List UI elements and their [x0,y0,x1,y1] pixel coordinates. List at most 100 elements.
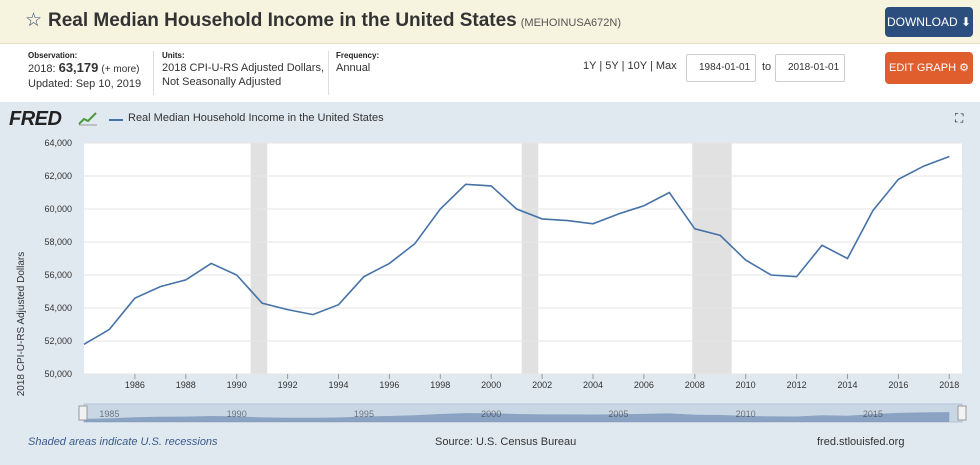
data-point[interactable] [514,207,519,212]
observation-row: 2018: 63,179 (+ more) [28,61,141,77]
data-point[interactable] [641,203,646,208]
start-date-input[interactable]: 1984-01-01 [686,54,756,82]
data-point[interactable] [489,183,494,188]
units-line-2: Not Seasonally Adjusted [162,76,282,88]
units-line-1: 2018 CPI-U-RS Adjusted Dollars, [162,62,325,74]
data-point[interactable] [565,218,570,223]
end-date-input[interactable]: 2018-01-01 [775,54,845,82]
observation-date: 2018: [28,63,56,75]
navigator-label: 1995 [354,409,374,419]
y-tick-label: 54,000 [44,303,72,313]
data-point[interactable] [412,241,417,246]
range-navigator[interactable]: 1985 1990 1995 2000 2005 2010 2015 [78,403,967,423]
data-point[interactable] [438,207,443,212]
updated-text: Updated: Sep 10, 2019 [28,78,142,90]
x-tick-label: 1990 [227,380,247,390]
page-title: Real Median Household Income in the Unit… [48,10,621,32]
series-title: Real Median Household Income in the Unit… [48,10,517,31]
download-button[interactable]: DOWNLOAD ⬇ [885,7,973,37]
data-point[interactable] [540,216,545,221]
range-1y-button[interactable]: 1Y [583,60,597,72]
to-label: to [762,61,772,73]
fullscreen-icon[interactable]: ⛶ [955,111,964,125]
recession-band [692,143,732,374]
data-point[interactable] [667,190,672,195]
data-point[interactable] [718,233,723,238]
data-point[interactable] [107,327,112,332]
data-point[interactable] [387,261,392,266]
observation-value: 63,179 [58,60,99,75]
data-point[interactable] [209,261,214,266]
info-bar: Observation: 2018: 63,179 (+ more) Updat… [0,44,980,102]
data-point[interactable] [769,273,774,278]
chart-svg: 50,000 52,000 54,000 56,000 58,000 60,000 62,0… [16,138,967,423]
x-tick-label: 1994 [328,380,348,390]
data-point[interactable] [285,307,290,312]
data-point[interactable] [947,154,952,159]
site-link[interactable]: fred.stlouisfed.org [817,436,905,448]
data-point[interactable] [260,301,265,306]
frequency-label: Frequency: [336,51,380,60]
observation-label: Observation: [28,51,78,60]
star-icon[interactable]: ☆ [25,10,43,31]
fred-chart-logo-icon [78,112,97,126]
x-tick-label: 1988 [176,380,196,390]
data-point[interactable] [820,243,825,248]
data-point[interactable] [896,177,901,182]
x-tick-label: 2016 [888,380,908,390]
x-tick-label: 2010 [736,380,756,390]
range-selector: 1Y | 5Y | 10Y | Max [583,60,677,72]
frequency-value: Annual [336,62,371,74]
range-10y-button[interactable]: 10Y [627,60,647,72]
units-label: Units: [162,51,185,60]
data-point[interactable] [590,221,595,226]
x-tick-label: 1998 [430,380,450,390]
y-tick-label: 56,000 [44,270,72,280]
y-tick-label: 64,000 [44,138,72,148]
data-point[interactable] [845,256,850,261]
x-tick-label: 2018 [939,380,959,390]
source-text: Source: U.S. Census Bureau [435,436,577,448]
x-tick-label: 2008 [685,380,705,390]
units-block: Units: 2018 CPI-U-RS Adjusted Dollars, N… [162,51,324,89]
data-point[interactable] [692,226,697,231]
navigator-label: 2005 [608,409,628,419]
data-point[interactable] [616,211,621,216]
observation-more-link[interactable]: (+ more) [101,64,140,75]
navigator-label: 2015 [863,409,883,419]
y-tick-label: 62,000 [44,171,72,181]
range-separator: | [599,60,603,72]
data-point[interactable] [132,296,137,301]
data-point[interactable] [921,164,926,169]
x-tick-label: 2014 [837,380,857,390]
navigator-label: 2000 [481,409,501,419]
navigator-right-handle[interactable] [957,405,967,421]
range-5y-button[interactable]: 5Y [605,60,619,72]
info-divider [153,51,154,95]
chart-panel: FRED Real Median Household Income in the… [0,102,980,465]
data-point[interactable] [311,312,316,317]
navigator-label: 1985 [99,409,119,419]
data-point[interactable] [743,258,748,263]
edit-graph-button[interactable]: EDIT GRAPH ⚙ [885,52,973,84]
x-tick-label: 2000 [481,380,501,390]
data-point[interactable] [183,277,188,282]
fred-logo: FRED [9,108,62,130]
data-point[interactable] [794,274,799,279]
range-max-button[interactable]: Max [655,60,677,72]
navigator-left-handle[interactable] [78,405,88,421]
recession-band [521,143,539,374]
data-point[interactable] [336,302,341,307]
x-tick-label: 1996 [379,380,399,390]
data-point[interactable] [234,273,239,278]
series-line [83,155,950,345]
data-point[interactable] [361,274,366,279]
data-point[interactable] [158,284,163,289]
data-point[interactable] [82,342,87,347]
legend-label: Real Median Household Income in the Unit… [128,112,384,124]
data-point[interactable] [463,182,468,187]
data-point[interactable] [870,208,875,213]
range-separator: | [649,60,653,72]
legend-swatch [109,119,123,121]
